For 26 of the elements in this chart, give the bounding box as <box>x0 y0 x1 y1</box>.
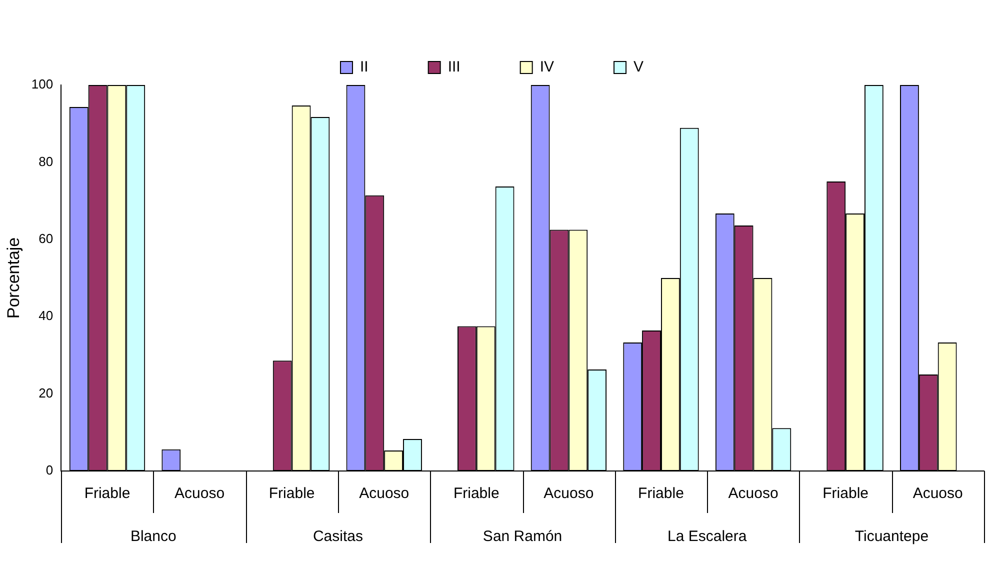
x-tick-label: Friable <box>84 485 130 502</box>
y-tick-label: 60 <box>38 230 54 246</box>
x-tick-label: Friable <box>453 485 500 502</box>
text: Ticuantepe <box>854 528 929 546</box>
y-tick-label: 40 <box>38 308 54 324</box>
legend-label: III <box>448 58 460 76</box>
text: Casitas <box>312 528 363 546</box>
legend-label: IV <box>540 58 554 76</box>
legend-label: V <box>634 58 644 76</box>
text: La Escalera <box>668 528 748 546</box>
x-tick-label: Friable <box>638 485 684 502</box>
text: Blanco <box>130 528 176 546</box>
text: San Ramón <box>482 528 562 546</box>
x-tick-label: Acuoso <box>544 485 594 502</box>
x-tick-label: Acuoso <box>359 485 410 502</box>
y-tick-label: 80 <box>38 154 54 169</box>
y-tick-label: 0 <box>46 462 54 478</box>
y-tick-label: 100 <box>31 76 54 92</box>
y-tick-label: 20 <box>38 385 54 400</box>
x-tick-label: Acuoso <box>174 485 225 502</box>
x-tick-label: Acuoso <box>912 485 963 502</box>
y-axis-title: Porcentaje <box>4 237 23 319</box>
x-tick-label: Friable <box>822 485 868 502</box>
legend-label: II <box>360 58 368 76</box>
x-tick-label: Acuoso <box>728 485 778 502</box>
x-tick-label: Friable <box>268 485 315 502</box>
